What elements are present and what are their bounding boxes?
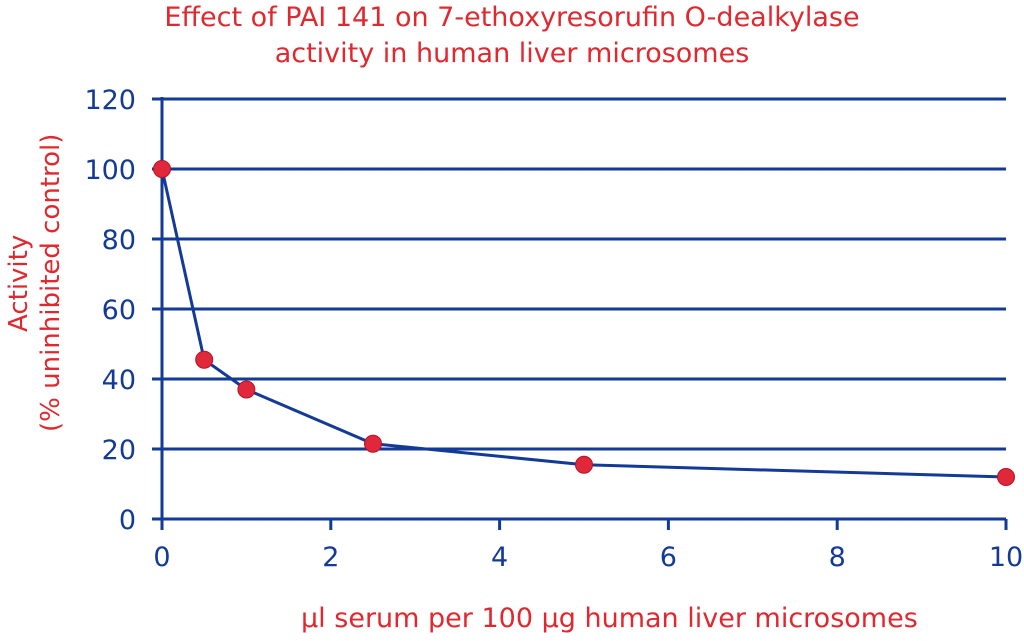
- x-tick-label: 4: [491, 542, 508, 573]
- chart-title-line-2: activity in human liver microsomes: [274, 38, 750, 69]
- series-line: [160, 168, 1007, 479]
- data-point: [997, 468, 1015, 486]
- x-axis-label: µl serum per 100 µg human liver microsom…: [301, 603, 918, 634]
- x-tick-label: 2: [322, 542, 339, 573]
- x-tick-label: 8: [829, 542, 846, 573]
- data-point: [237, 380, 256, 399]
- y-tick-label: 100: [84, 155, 136, 186]
- data-point: [153, 160, 171, 178]
- y-axis-label-line-1: Activity: [4, 234, 34, 332]
- y-tick-label: 0: [119, 505, 136, 536]
- y-tick-label: 80: [102, 225, 136, 256]
- y-axis-label-line-2: (% uninhibited control): [36, 133, 66, 433]
- data-point: [364, 434, 382, 453]
- x-tick-label: 10: [989, 542, 1023, 573]
- y-tick-label: 120: [84, 85, 136, 116]
- x-tick-label: 6: [660, 542, 677, 573]
- chart-title-line-1: Effect of PAI 141 on 7-ethoxyresorufin O…: [164, 2, 860, 33]
- data-point: [575, 455, 593, 474]
- x-tick-label: 0: [153, 542, 170, 573]
- y-tick-label: 20: [102, 435, 136, 466]
- y-tick-label: 40: [102, 365, 136, 396]
- y-tick-label: 60: [102, 295, 136, 326]
- data-point: [195, 350, 214, 369]
